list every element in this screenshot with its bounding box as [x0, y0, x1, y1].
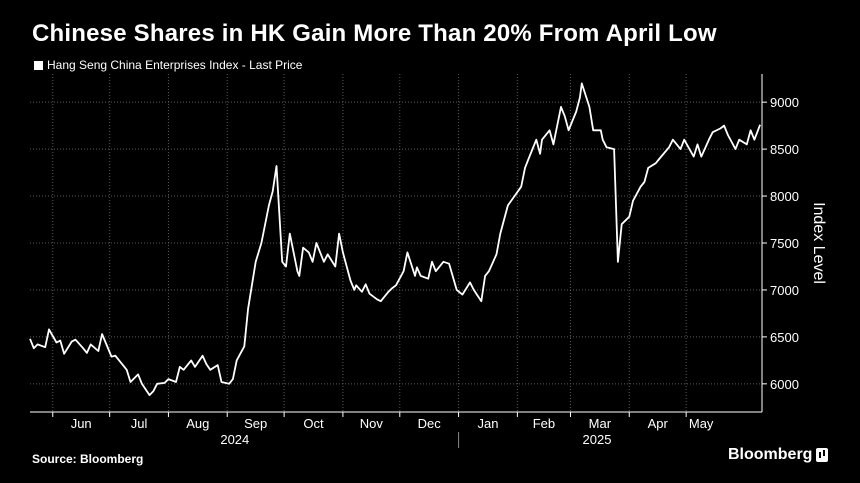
y-tick-label: 8500	[770, 142, 799, 157]
grid	[30, 74, 762, 412]
y-tick-label: 6500	[770, 330, 799, 345]
chart-title: Chinese Shares in HK Gain More Than 20% …	[32, 20, 717, 47]
legend-swatch	[34, 60, 43, 70]
brand-logo: Bloomberg	[728, 446, 829, 464]
x-tick-label: Feb	[533, 416, 555, 431]
brand-name: Bloomberg	[728, 446, 813, 463]
year-label: 2024	[220, 432, 249, 447]
y-tick-label: 9000	[770, 95, 799, 110]
legend: Hang Seng China Enterprises Index - Last…	[34, 58, 302, 72]
bloomberg-chart-icon	[816, 448, 829, 462]
x-tick-label: Jul	[131, 416, 148, 431]
x-tick-label: Nov	[360, 416, 384, 431]
tick-labels: 6000 6500 7000 7500 8000 8500 9000 Jun Jul Aug Sep…	[71, 95, 827, 447]
x-tick-label: Sep	[244, 416, 267, 431]
series-line-0	[29, 82, 761, 397]
x-tick-label: Oct	[303, 416, 324, 431]
y-tick-label: 7500	[770, 236, 799, 251]
x-tick-label: May	[689, 416, 714, 431]
x-tick-label: Aug	[186, 416, 209, 431]
y-tick-label: 8000	[770, 189, 799, 204]
series-layer	[29, 82, 761, 397]
x-tick-label: Mar	[589, 416, 612, 431]
x-tick-label: Jun	[71, 416, 92, 431]
y-tick-label: 7000	[770, 283, 799, 298]
y-tick-label: 6000	[770, 377, 799, 392]
x-tick-label: Apr	[648, 416, 669, 431]
axes	[30, 74, 767, 448]
source-note: Source: Bloomberg	[32, 452, 144, 466]
x-tick-label: Dec	[418, 416, 442, 431]
x-tick-label: Jan	[477, 416, 498, 431]
legend-label: Hang Seng China Enterprises Index - Last…	[47, 58, 303, 72]
y-axis-label: Index Level	[810, 202, 827, 284]
year-label: 2025	[583, 432, 612, 447]
